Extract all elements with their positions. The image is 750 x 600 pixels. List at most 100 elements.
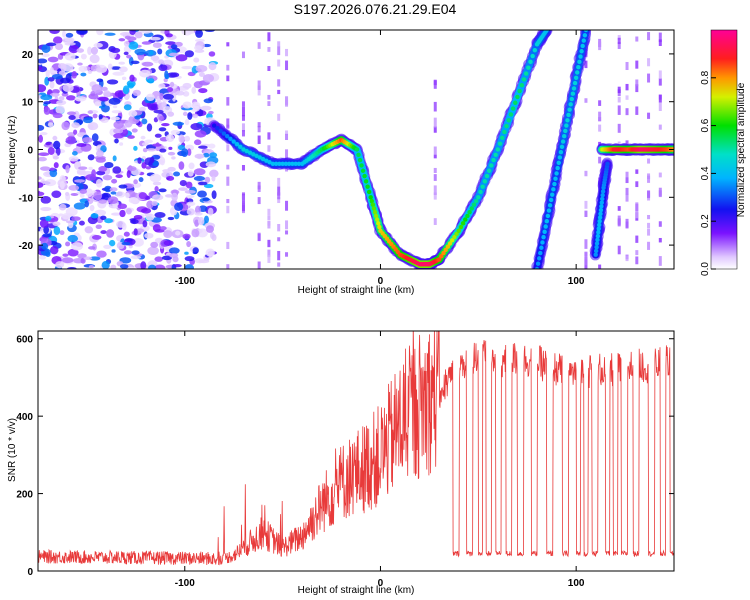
streak-blob [226, 241, 230, 249]
streak-blob [433, 167, 437, 173]
y-tick-label: 600 [16, 335, 33, 346]
noise-blob [181, 65, 193, 70]
noise-blob [59, 230, 65, 236]
streak-blob [433, 192, 437, 200]
track-core [543, 224, 548, 229]
noise-blob [89, 256, 101, 261]
noise-blob [62, 84, 74, 92]
noise-blob [112, 105, 118, 109]
streak-blob [625, 177, 629, 184]
streak-blob [658, 124, 662, 130]
noise-blob [123, 231, 130, 237]
streak-blob [635, 235, 639, 243]
track-core [573, 75, 579, 81]
track-core [557, 155, 563, 160]
track-core [558, 149, 564, 155]
streak-blob [617, 86, 621, 94]
noise-blob [68, 184, 80, 191]
track-core [445, 244, 451, 249]
noise-blob [209, 169, 219, 178]
streak-blob [625, 83, 629, 91]
noise-blob [52, 135, 58, 141]
noise-blob [170, 129, 180, 135]
noise-blob [168, 146, 173, 150]
noise-blob [79, 193, 85, 198]
noise-blob [195, 65, 208, 73]
streak-blob [241, 195, 245, 202]
streak-blob [598, 156, 602, 164]
noise-blob [194, 45, 203, 51]
noise-blob [158, 127, 167, 132]
track-core [536, 256, 542, 261]
noise-blob [178, 187, 188, 191]
noise-blob [130, 60, 140, 65]
noise-blob [128, 41, 139, 50]
streak-blob [267, 239, 271, 248]
noise-blob [51, 89, 60, 94]
noise-blob [38, 58, 48, 64]
noise-blob [49, 167, 55, 171]
track-core [534, 266, 540, 269]
noise-blob [46, 70, 58, 74]
track-core [260, 156, 266, 162]
noise-blob [131, 250, 140, 255]
noise-blob [104, 218, 113, 224]
noise-blob [93, 191, 103, 201]
noise-blob [127, 82, 135, 89]
streak-blob [285, 133, 289, 141]
noise-blob [43, 106, 51, 115]
track-core [541, 234, 546, 240]
noise-blob [111, 212, 122, 216]
streak-blob [658, 187, 662, 198]
streak-blob [647, 222, 651, 229]
track-core [572, 80, 578, 86]
track-core [542, 229, 547, 235]
chart-title: S197.2026.076.21.29.E04 [294, 1, 457, 17]
noise-blob [121, 76, 127, 80]
streak-blob [285, 230, 289, 235]
noise-blob [100, 230, 107, 235]
noise-blob [98, 199, 107, 204]
track-core [597, 222, 602, 228]
streak-blob [584, 170, 588, 177]
noise-blob [74, 179, 86, 183]
noise-blob [61, 121, 70, 131]
track-core [597, 215, 603, 220]
noise-blob [101, 86, 108, 92]
noise-blob [38, 182, 44, 188]
noise-blob [71, 70, 78, 79]
colorbar-tick-label: 0.2 [700, 214, 711, 228]
track-core [582, 33, 588, 38]
track-core [528, 59, 533, 65]
streak-blob [226, 164, 230, 170]
noise-blob [82, 137, 93, 143]
noise-blob [172, 263, 182, 268]
noise-blob [103, 244, 112, 249]
noise-blob [90, 46, 99, 55]
noise-blob [194, 205, 201, 215]
streak-blob [625, 61, 629, 71]
streak-blob [241, 101, 245, 107]
streak-blob [226, 118, 230, 128]
noise-blob [51, 74, 63, 80]
colorbar-tick-label: 0.6 [700, 118, 711, 132]
streak-blob [658, 237, 662, 243]
track-core [510, 106, 516, 111]
streak-blob [433, 185, 437, 195]
spectrogram-x-label: Height of straight line (km) [298, 285, 415, 296]
noise-blob [165, 33, 173, 38]
streak-blob [267, 101, 271, 107]
streak-blob [226, 97, 230, 106]
noise-blob [171, 192, 178, 202]
track-core [238, 144, 243, 150]
noise-blob [78, 220, 85, 226]
track-core [270, 161, 276, 167]
noise-blob [115, 191, 126, 198]
streak-blob [625, 95, 629, 100]
snr-axes: -100 0 100 0 200 400 600 [16, 331, 674, 589]
noise-blob [112, 155, 117, 162]
streak-blob [277, 250, 281, 261]
noise-blob [53, 140, 61, 150]
noise-blob [88, 246, 96, 250]
noise-blob [98, 165, 108, 172]
